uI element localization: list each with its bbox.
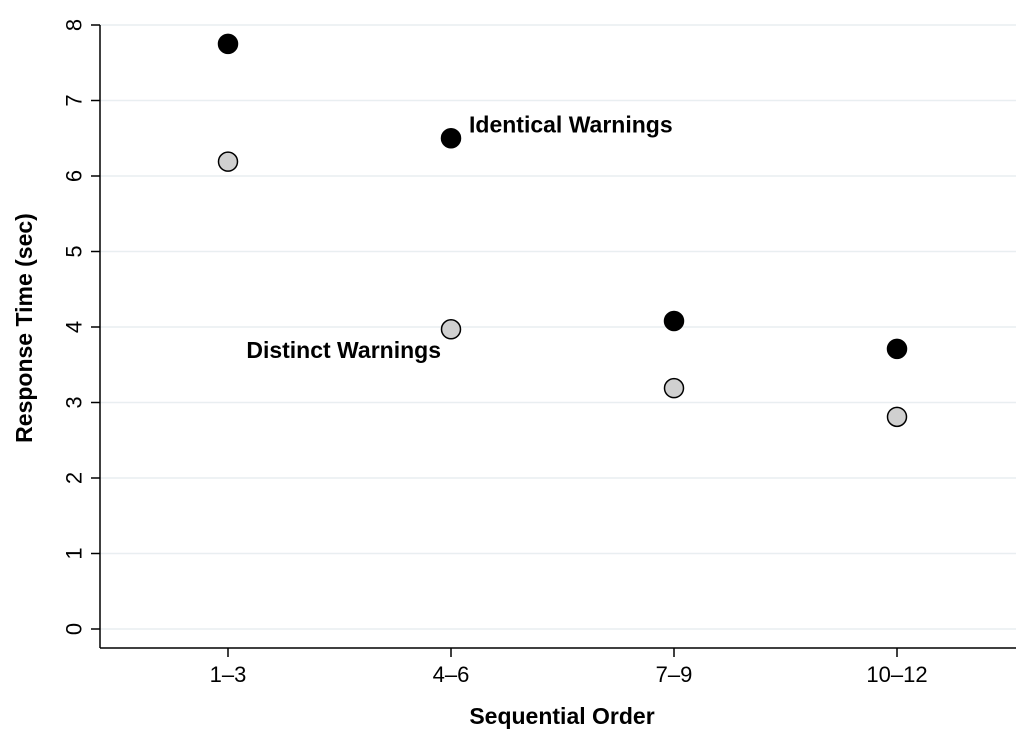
y-tick-label: 4 <box>62 321 87 333</box>
series-label-distinct: Distinct Warnings <box>246 337 441 363</box>
x-tick-label: 4–6 <box>433 662 470 687</box>
x-tick-label: 1–3 <box>210 662 247 687</box>
point-distinct <box>217 151 239 172</box>
point-identical <box>886 338 908 360</box>
series-label-identical: Identical Warnings <box>469 111 673 137</box>
y-tick-label: 7 <box>62 94 87 106</box>
y-tick-label: 8 <box>62 19 87 31</box>
x-axis-ticks: 1–3 4–6 7–9 10–12 <box>210 648 928 687</box>
y-tick-label: 3 <box>62 396 87 408</box>
y-tick-label: 1 <box>62 547 87 559</box>
x-tick-label: 7–9 <box>656 662 693 687</box>
point-distinct <box>663 377 685 399</box>
y-tick-label: 2 <box>62 472 87 484</box>
point-identical <box>440 128 462 149</box>
x-axis-title: Sequential Order <box>469 703 654 729</box>
point-identical <box>663 310 685 332</box>
point-identical <box>217 33 239 55</box>
y-tick-label: 6 <box>62 170 87 182</box>
grid-lines <box>100 24 1016 630</box>
point-distinct <box>886 406 908 428</box>
x-tick-label: 10–12 <box>866 662 927 687</box>
y-tick-label: 5 <box>62 245 87 257</box>
y-axis-title: Response Time (sec) <box>11 213 37 443</box>
point-distinct <box>440 319 462 340</box>
y-tick-label: 0 <box>62 623 87 635</box>
data-points <box>217 33 908 428</box>
y-axis-ticks: 0 1 2 3 4 5 6 7 8 <box>62 19 100 635</box>
